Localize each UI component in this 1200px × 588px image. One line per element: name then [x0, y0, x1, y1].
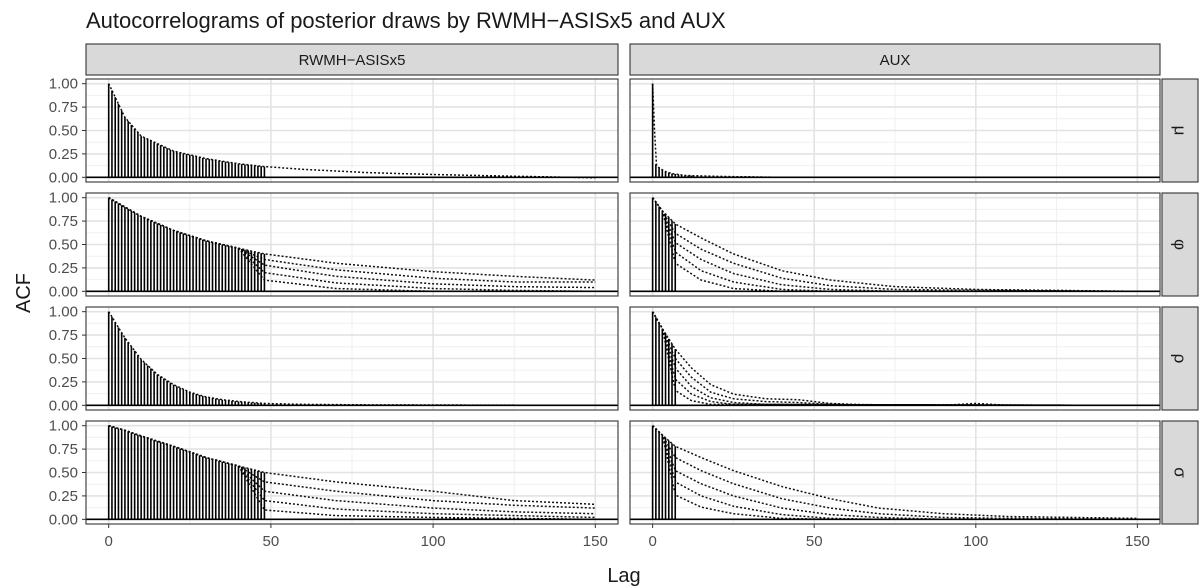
- panel: 0.00 0.25 0.50 0.75 1.00 0 50 100 150: [49, 418, 619, 550]
- y-tick-label: 0.25: [49, 488, 78, 505]
- panel: [629, 306, 1161, 411]
- panel: [629, 192, 1161, 297]
- acf-dotted-line: [108, 83, 596, 179]
- panel-border: [629, 306, 1161, 411]
- panel: 0.00 0.25 0.50 0.75 1.00: [49, 76, 619, 186]
- y-tick-label: 0.75: [49, 213, 78, 230]
- panel-border: [629, 420, 1161, 525]
- y-tick-label: 0.50: [49, 237, 78, 254]
- row-strip: [1161, 306, 1199, 411]
- chart-title: Autocorrelograms of posterior draws by R…: [86, 8, 726, 33]
- y-tick-label: 0.25: [49, 260, 78, 277]
- column-strip: [629, 43, 1161, 76]
- x-tick-label: 50: [263, 533, 280, 550]
- y-tick-label: 1.00: [49, 418, 78, 435]
- y-tick-label: 0.25: [49, 374, 78, 391]
- y-tick-label: 0.75: [49, 441, 78, 458]
- y-tick-label: 0.50: [49, 465, 78, 482]
- x-tick-label: 150: [1125, 533, 1150, 550]
- x-tick-label: 100: [963, 533, 988, 550]
- y-tick-label: 0.25: [49, 146, 78, 163]
- panel: [629, 78, 1161, 183]
- row-strip-label: ρ: [1171, 354, 1190, 364]
- x-tick-label: 150: [583, 533, 608, 550]
- x-tick-label: 100: [421, 533, 446, 550]
- panel: 0.00 0.25 0.50 0.75 1.00: [49, 304, 619, 414]
- y-tick-label: 0.00: [49, 169, 78, 186]
- panel: 0.00 0.25 0.50 0.75 1.00: [49, 190, 619, 300]
- panel: 0 50 100 150: [629, 420, 1161, 550]
- y-tick-label: 0.50: [49, 123, 78, 140]
- y-tick-label: 1.00: [49, 190, 78, 207]
- panel-border: [629, 192, 1161, 297]
- row-strip-label: φ: [1171, 239, 1190, 250]
- x-tick-label: 50: [806, 533, 823, 550]
- facet-grid: RWMH−ASISx5 AUXμφρσ0.000.250.500.751.000.…: [49, 43, 1199, 550]
- panel-border: [629, 78, 1161, 183]
- column-strip-label: RWMH−ASISx5: [299, 52, 406, 69]
- y-axis-label: ACF: [13, 273, 35, 313]
- x-axis-label: Lag: [607, 565, 640, 587]
- x-tick-label: 0: [105, 533, 113, 550]
- y-tick-label: 1.00: [49, 304, 78, 321]
- y-tick-label: 0.50: [49, 351, 78, 368]
- y-tick-label: 1.00: [49, 76, 78, 93]
- x-tick-label: 0: [648, 533, 656, 550]
- y-tick-label: 0.00: [49, 283, 78, 300]
- acf-dotted-line: [652, 197, 1138, 293]
- row-strip-label: μ: [1171, 126, 1190, 136]
- row-strip: [1161, 78, 1199, 183]
- acf-dotted-line: [108, 197, 596, 293]
- acf-dotted-line: [652, 425, 1138, 520]
- row-strip: [1161, 192, 1199, 297]
- y-tick-label: 0.00: [49, 511, 78, 528]
- y-tick-label: 0.75: [49, 327, 78, 344]
- y-tick-label: 0.00: [49, 397, 78, 414]
- row-strip: [1161, 420, 1199, 525]
- column-strip-label: AUX: [880, 52, 911, 69]
- row-strip-label: σ: [1171, 467, 1190, 478]
- y-tick-label: 0.75: [49, 99, 78, 116]
- column-strip: [85, 43, 619, 76]
